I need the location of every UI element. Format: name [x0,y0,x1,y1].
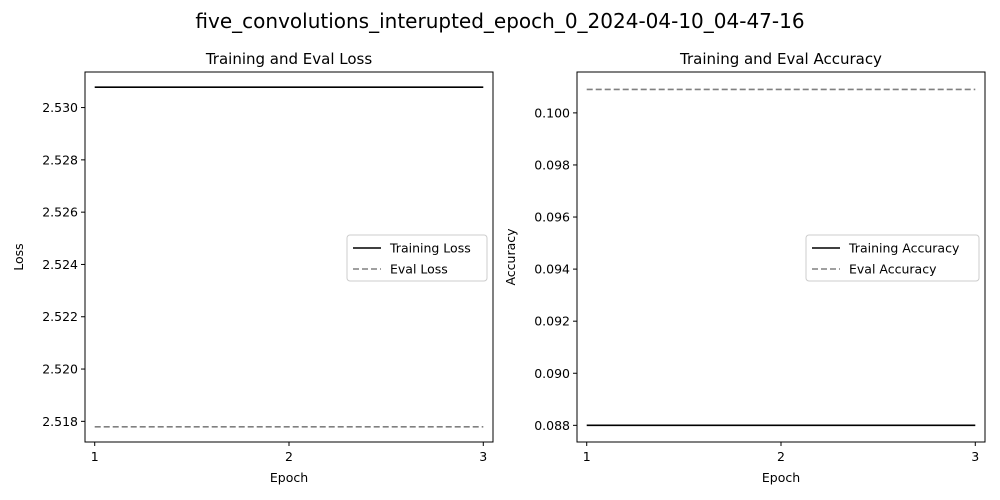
legend: Training Accuracy Eval Accuracy [805,234,980,282]
legend-entry: Training Loss [389,241,471,256]
y-tick-label: 0.092 [534,314,570,329]
y-tick-label: 2.530 [42,100,78,115]
y-tick-label: 0.088 [534,418,570,433]
y-tick-label: 2.528 [42,152,78,167]
y-tick-label: 2.522 [42,309,78,324]
x-tick-label: 1 [91,449,99,464]
y-tick-label: 0.094 [534,262,570,277]
axes-title: Training and Eval Loss [205,50,373,68]
axes-title: Training and Eval Accuracy [679,50,882,68]
y-tick-label: 0.090 [534,366,570,381]
x-tick-label: 2 [777,449,785,464]
y-tick-label: 0.100 [534,105,570,120]
x-tick-label: 3 [971,449,979,464]
y-tick-label: 2.526 [42,205,78,220]
x-tick-label: 2 [285,449,293,464]
x-axis-label: Epoch [762,470,800,485]
legend-entry: Eval Accuracy [849,262,937,277]
loss-panel: Training and Eval Loss 1 2 3 2.518 2.520 2.522… [11,50,494,485]
legend-box [346,234,488,282]
y-tick-label: 2.520 [42,362,78,377]
y-tick-label: 0.096 [534,210,570,225]
legend-box [805,234,980,282]
y-tick-label: 2.524 [42,257,78,272]
y-tick-label: 0.098 [534,157,570,172]
accuracy-panel: Training and Eval Accuracy 1 2 3 0.088 0.090 0… [503,50,986,485]
y-axis-label: Accuracy [503,228,518,286]
legend-entry: Training Accuracy [848,241,960,256]
y-axis-label: Loss [11,243,26,270]
x-tick-label: 1 [583,449,591,464]
x-tick-label: 3 [479,449,487,464]
legend-entry: Eval Loss [390,262,448,277]
figure-title: five_convolutions_interupted_epoch_0_202… [195,9,804,33]
legend: Training Loss Eval Loss [346,234,488,282]
x-axis-label: Epoch [270,470,308,485]
y-tick-label: 2.518 [42,414,78,429]
